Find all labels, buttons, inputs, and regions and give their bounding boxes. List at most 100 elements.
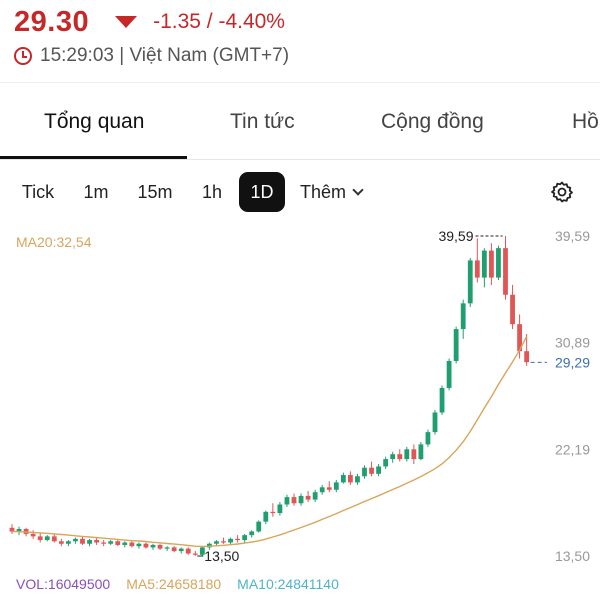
candle-body — [80, 538, 85, 544]
ma10-label: MA10:24841140 — [237, 576, 339, 592]
candle-body — [58, 541, 64, 544]
candle-body — [9, 527, 15, 532]
tab-bar: Tổng quan Tin tức Cộng đồng Hồ — [0, 96, 600, 158]
candle-body — [228, 538, 233, 543]
max-price-label: 39,59 — [438, 228, 473, 244]
candle-body — [256, 521, 262, 532]
tab-overview[interactable]: Tổng quan — [44, 110, 145, 133]
candle-body — [524, 351, 530, 363]
candle-body — [340, 475, 346, 483]
last-price-label: 29,29 — [555, 354, 590, 370]
candle-body — [101, 542, 107, 544]
min-price-label: 13,50 — [204, 548, 239, 564]
timeframe-1h[interactable]: 1h — [201, 182, 223, 202]
candle-body — [150, 544, 156, 548]
candle-body — [481, 250, 487, 278]
candle-body — [185, 548, 191, 554]
candle-body — [326, 487, 332, 490]
candle-body — [432, 412, 438, 433]
active-tab-indicator — [0, 156, 187, 159]
candle-body — [319, 487, 325, 493]
candle-body — [496, 248, 501, 278]
candle-body — [129, 542, 135, 547]
candle-body — [94, 540, 99, 543]
candle-body — [383, 459, 389, 467]
ma20-line — [11, 336, 528, 548]
timeframe-selector: Tick 1m 15m 1h 1D Thêm — [0, 172, 600, 212]
indicator-legend: VOL:16049500 MA5:24658180 MA10:24841140 — [16, 576, 339, 592]
y-axis-tick-label: 30,89 — [555, 335, 590, 351]
chevron-down-icon — [352, 183, 364, 196]
header-divider — [0, 82, 600, 83]
candle-body — [263, 511, 269, 522]
candle-body — [221, 541, 226, 543]
more-label: Thêm — [300, 182, 347, 202]
candle-body — [277, 504, 283, 514]
candle-body — [136, 543, 142, 547]
price-change: -1.35 / -4.40% — [153, 10, 285, 33]
candle-body — [390, 454, 396, 460]
down-triangle-icon — [115, 16, 138, 28]
timeframe-tick[interactable]: Tick — [21, 182, 55, 202]
candle-body — [439, 387, 445, 413]
candle-body — [460, 303, 466, 330]
candle-body — [51, 536, 57, 542]
gear-icon[interactable] — [550, 180, 574, 204]
candle-body — [305, 495, 311, 500]
candle-body — [425, 432, 431, 445]
candle-body — [291, 497, 297, 504]
candle-body — [411, 449, 417, 460]
candle-body — [115, 541, 121, 545]
candle-body — [66, 541, 71, 544]
price-header: 29.30 -1.35 / -4.40% — [14, 2, 285, 42]
y-axis-tick-label: 39,59 — [555, 228, 590, 244]
candle-body — [355, 476, 360, 483]
candle-body — [489, 250, 494, 278]
candle-body — [171, 547, 177, 552]
candle-body — [474, 260, 480, 278]
candle-body — [199, 547, 205, 555]
volume-label: VOL:16049500 — [16, 576, 111, 592]
candle-body — [284, 497, 290, 505]
candle-body — [44, 536, 50, 541]
candle-body — [108, 541, 114, 544]
candle-body — [214, 541, 219, 544]
y-axis-tick-label: 22,19 — [555, 441, 590, 457]
candle-body — [178, 548, 184, 552]
candle-body — [418, 444, 424, 460]
tabs-divider — [0, 159, 600, 160]
timeframe-15m[interactable]: 15m — [137, 182, 173, 202]
timestamp-row: 15:29:03 | Việt Nam (GMT+7) — [14, 42, 289, 70]
candle-body — [503, 248, 508, 295]
candle-body — [376, 466, 381, 474]
candlestick-chart[interactable]: 39,59 30,89 22,19 13,50 39,59 13,50 29,29 — [0, 220, 600, 600]
ma20-label: MA20:32,54 — [16, 234, 92, 250]
candle-body — [397, 454, 403, 460]
tab-community[interactable]: Cộng đồng — [381, 110, 484, 133]
candle-body — [235, 538, 240, 541]
candle-body — [517, 324, 522, 352]
y-axis-tick-label: 13,50 — [555, 548, 590, 564]
timeframe-1m[interactable]: 1m — [83, 182, 109, 202]
candle-body — [37, 536, 43, 541]
candle-body — [87, 540, 92, 544]
candle-body — [164, 547, 170, 549]
candle-body — [242, 535, 248, 541]
candle-body — [333, 482, 339, 490]
more-timeframes-button[interactable]: Thêm — [300, 172, 374, 212]
candle-body — [73, 538, 78, 542]
candle-body — [143, 543, 149, 548]
candle-body — [467, 260, 473, 304]
candle-body — [312, 492, 318, 500]
timeframe-1d[interactable]: 1D — [239, 172, 285, 212]
candle-body — [453, 329, 459, 361]
clock-icon — [14, 47, 32, 65]
tab-news[interactable]: Tin tức — [230, 110, 295, 133]
candle-body — [446, 360, 452, 388]
candle-body — [510, 294, 515, 325]
candle-body — [157, 544, 163, 549]
timestamp: 15:29:03 | Việt Nam (GMT+7) — [40, 45, 290, 66]
ma5-label: MA5:24658180 — [126, 576, 222, 592]
tab-profile[interactable]: Hồ — [572, 110, 599, 133]
candle-body — [249, 531, 255, 536]
